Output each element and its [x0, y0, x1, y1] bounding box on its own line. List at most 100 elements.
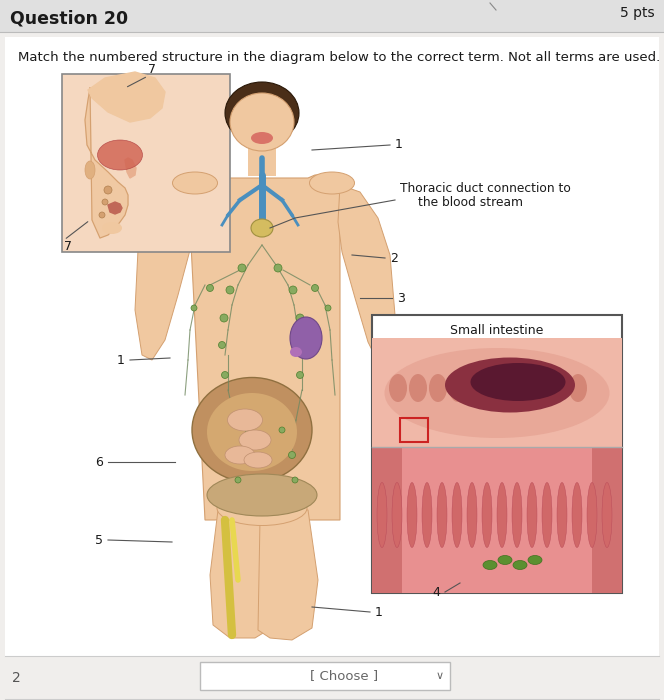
Ellipse shape: [244, 452, 272, 468]
Ellipse shape: [569, 374, 587, 402]
Circle shape: [245, 427, 251, 433]
Bar: [372, 338, 622, 448]
Ellipse shape: [437, 482, 447, 547]
Circle shape: [102, 199, 108, 205]
Circle shape: [325, 305, 331, 311]
Circle shape: [222, 372, 228, 379]
Ellipse shape: [529, 374, 547, 402]
Ellipse shape: [290, 317, 322, 359]
Text: 1: 1: [395, 139, 403, 151]
Ellipse shape: [377, 482, 387, 547]
Bar: [0, 0, 664, 32]
Circle shape: [220, 314, 228, 322]
Ellipse shape: [173, 172, 218, 194]
Ellipse shape: [429, 374, 447, 402]
Circle shape: [191, 305, 197, 311]
Ellipse shape: [225, 82, 299, 144]
Text: 2: 2: [12, 671, 21, 685]
Text: ∨: ∨: [436, 671, 444, 681]
Text: 1: 1: [117, 354, 125, 367]
Ellipse shape: [230, 93, 294, 151]
Bar: [372, 447, 622, 593]
Ellipse shape: [469, 374, 487, 402]
Ellipse shape: [207, 474, 317, 516]
Ellipse shape: [452, 482, 462, 547]
Circle shape: [289, 286, 297, 294]
Polygon shape: [188, 175, 340, 520]
Bar: [400, 418, 428, 442]
Polygon shape: [85, 88, 128, 238]
Text: Thoracic duct connection to: Thoracic duct connection to: [400, 181, 571, 195]
Circle shape: [226, 286, 234, 294]
Bar: [62, 74, 230, 252]
Text: 3: 3: [397, 291, 405, 304]
Ellipse shape: [217, 491, 307, 526]
Ellipse shape: [192, 377, 312, 482]
Text: the blood stream: the blood stream: [418, 195, 523, 209]
Ellipse shape: [290, 347, 302, 357]
Ellipse shape: [471, 363, 566, 401]
Circle shape: [292, 477, 298, 483]
Circle shape: [297, 372, 303, 379]
Ellipse shape: [498, 556, 512, 564]
Circle shape: [104, 186, 112, 194]
Ellipse shape: [239, 430, 271, 450]
Ellipse shape: [207, 393, 297, 471]
Ellipse shape: [384, 348, 610, 438]
Ellipse shape: [587, 482, 597, 547]
Text: [ Choose ]: [ Choose ]: [310, 669, 378, 682]
Polygon shape: [135, 185, 195, 360]
Ellipse shape: [527, 482, 537, 547]
Bar: [372, 447, 402, 593]
Ellipse shape: [467, 482, 477, 547]
Polygon shape: [210, 505, 268, 638]
Polygon shape: [338, 185, 395, 362]
Ellipse shape: [513, 561, 527, 570]
Circle shape: [236, 452, 244, 458]
Ellipse shape: [392, 482, 402, 547]
Text: Small intestine: Small intestine: [450, 323, 544, 337]
Circle shape: [218, 342, 226, 349]
Ellipse shape: [549, 374, 567, 402]
Polygon shape: [88, 72, 165, 122]
Polygon shape: [125, 158, 136, 178]
Text: 1: 1: [375, 606, 383, 619]
Ellipse shape: [228, 409, 262, 431]
Text: 5: 5: [95, 533, 103, 547]
Ellipse shape: [557, 482, 567, 547]
Ellipse shape: [85, 161, 95, 179]
Text: 4: 4: [432, 585, 440, 598]
Ellipse shape: [251, 132, 273, 144]
Bar: [5, 656, 659, 700]
Ellipse shape: [483, 561, 497, 570]
Circle shape: [238, 264, 246, 272]
Ellipse shape: [572, 482, 582, 547]
Ellipse shape: [509, 374, 527, 402]
Text: Match the numbered structure in the diagram below to the correct term. Not all t: Match the numbered structure in the diag…: [18, 52, 660, 64]
Ellipse shape: [309, 172, 355, 194]
Circle shape: [274, 264, 282, 272]
Text: 2: 2: [390, 251, 398, 265]
Bar: [372, 315, 622, 593]
Ellipse shape: [409, 374, 427, 402]
Ellipse shape: [528, 556, 542, 564]
Circle shape: [99, 212, 105, 218]
Circle shape: [299, 342, 305, 349]
Circle shape: [296, 314, 304, 322]
Ellipse shape: [489, 374, 507, 402]
Ellipse shape: [225, 446, 255, 464]
Ellipse shape: [482, 482, 492, 547]
Ellipse shape: [542, 482, 552, 547]
Circle shape: [279, 427, 285, 433]
Text: 5 pts: 5 pts: [620, 6, 655, 20]
Circle shape: [311, 284, 319, 291]
Ellipse shape: [102, 222, 122, 234]
Ellipse shape: [602, 482, 612, 547]
Ellipse shape: [98, 140, 143, 170]
Bar: [5, 37, 659, 657]
Circle shape: [235, 477, 241, 483]
Bar: [592, 447, 622, 593]
Polygon shape: [108, 202, 122, 214]
Circle shape: [207, 284, 214, 291]
Ellipse shape: [449, 374, 467, 402]
